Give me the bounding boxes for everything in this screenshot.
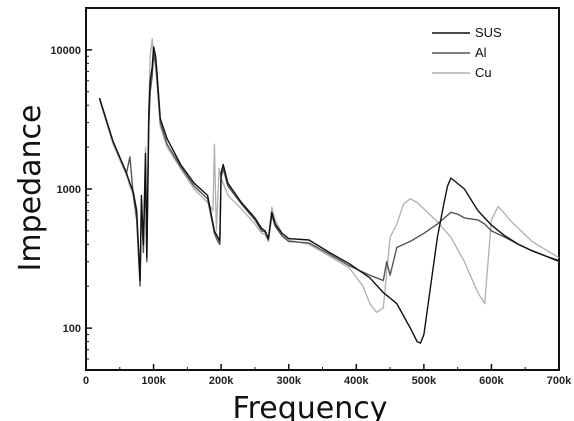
y-tick-label: 10000 <box>50 45 81 57</box>
x-tick-label: 200k <box>209 375 234 387</box>
y-axis-title: Impedance <box>13 105 48 272</box>
x-tick-label: 100k <box>141 375 166 387</box>
series-layer <box>98 38 560 344</box>
x-axis: 0 100k 200k 300k 400k 500k 600k 700k <box>83 364 572 387</box>
x-tick-label: 400k <box>344 375 369 387</box>
legend-label-cu: Cu <box>475 65 492 80</box>
x-tick-label: 0 <box>83 375 89 387</box>
legend-label-sus: SUS <box>475 25 502 40</box>
y-axis: 100 1000 10000 <box>50 7 92 371</box>
plot-frame <box>85 7 560 371</box>
series-line-sus <box>98 46 560 344</box>
legend: SUS Al Cu <box>432 25 502 80</box>
legend-label-al: Al <box>475 45 487 60</box>
x-tick-label: 700k <box>547 375 572 387</box>
y-tick-label: 1000 <box>57 184 81 196</box>
x-tick-label: 600k <box>479 375 504 387</box>
x-tick-label: 500k <box>412 375 437 387</box>
x-tick-label: 300k <box>276 375 301 387</box>
series-line-al <box>98 52 560 287</box>
x-axis-title: Frequency <box>233 391 388 421</box>
y-tick-label: 100 <box>63 323 81 335</box>
